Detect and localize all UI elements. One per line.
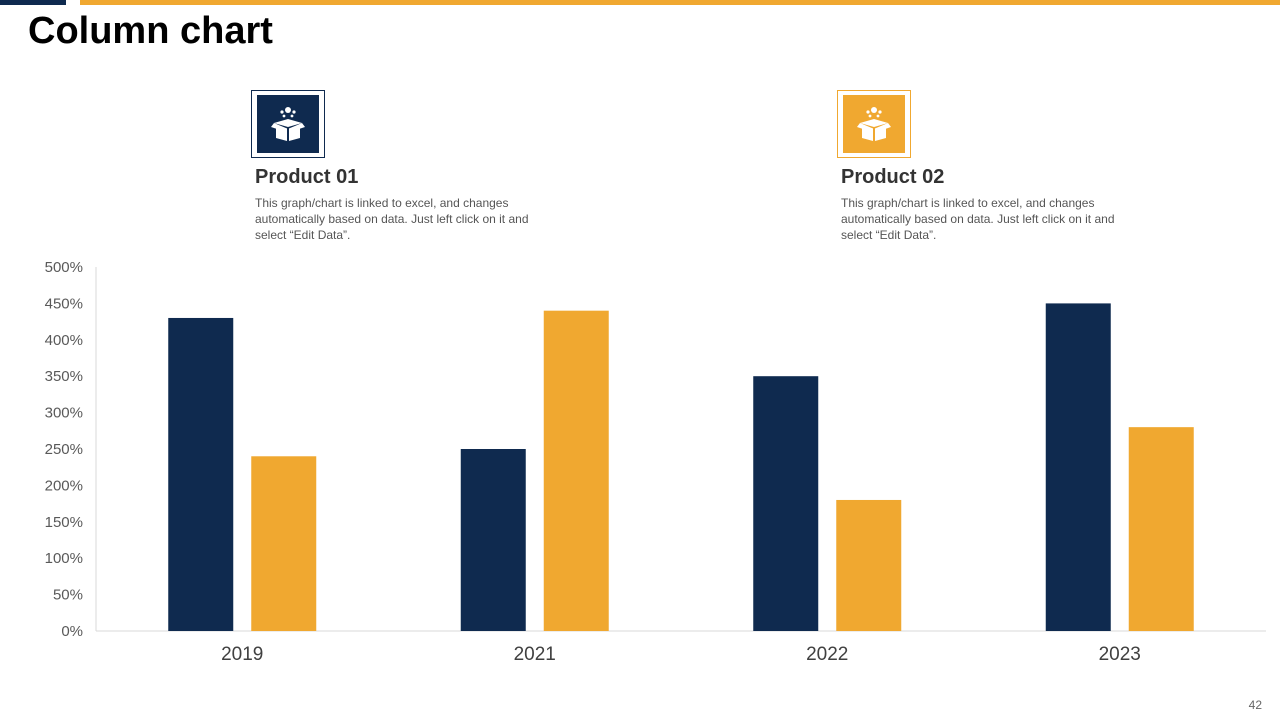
- y-tick-label: 100%: [45, 550, 83, 567]
- product-01-description: This graph/chart is linked to excel, and…: [255, 196, 529, 242]
- page-number: 42: [1248, 698, 1262, 712]
- y-tick-label: 300%: [45, 405, 83, 422]
- y-tick-label: 400%: [45, 332, 83, 349]
- slide-title: Column chart: [28, 10, 273, 52]
- y-tick-label: 500%: [45, 259, 83, 276]
- gift-box-icon: [843, 95, 905, 153]
- bar-product-02-2019: [251, 456, 317, 631]
- y-tick-label: 450%: [45, 295, 83, 312]
- x-tick-label: 2021: [514, 644, 556, 665]
- bar-product-01-2019: [168, 317, 234, 631]
- top-accent-bar-gold: [80, 0, 1280, 5]
- x-tick-label: 2023: [1099, 644, 1141, 665]
- product-02-title: Product 02: [841, 166, 945, 188]
- y-tick-label: 150%: [45, 514, 83, 531]
- x-tick-label: 2019: [221, 644, 263, 665]
- bar-product-02-2023: [1128, 427, 1194, 631]
- product-02-icon-frame: [837, 90, 911, 158]
- product-01-title: Product 01: [255, 166, 359, 188]
- y-tick-label: 50%: [53, 587, 83, 604]
- y-tick-label: 0%: [61, 623, 83, 640]
- y-tick-label: 350%: [45, 368, 83, 385]
- product-01-icon-frame: [251, 90, 325, 158]
- bar-product-01-2023: [1045, 303, 1111, 631]
- product-02-description: This graph/chart is linked to excel, and…: [841, 196, 1115, 242]
- bar-product-02-2021: [543, 310, 609, 631]
- bar-product-02-2022: [836, 499, 902, 631]
- y-tick-label: 200%: [45, 477, 83, 494]
- bar-product-01-2021: [460, 449, 526, 631]
- top-accent-bar-navy: [0, 0, 66, 5]
- x-tick-label: 2022: [806, 644, 848, 665]
- column-chart: 0% 50% 100% 150% 200% 250% 300% 350% 400% 450% 500…: [45, 259, 1266, 665]
- y-tick-label: 250%: [45, 441, 83, 458]
- gift-box-icon: [257, 95, 319, 153]
- bar-product-01-2022: [753, 376, 819, 631]
